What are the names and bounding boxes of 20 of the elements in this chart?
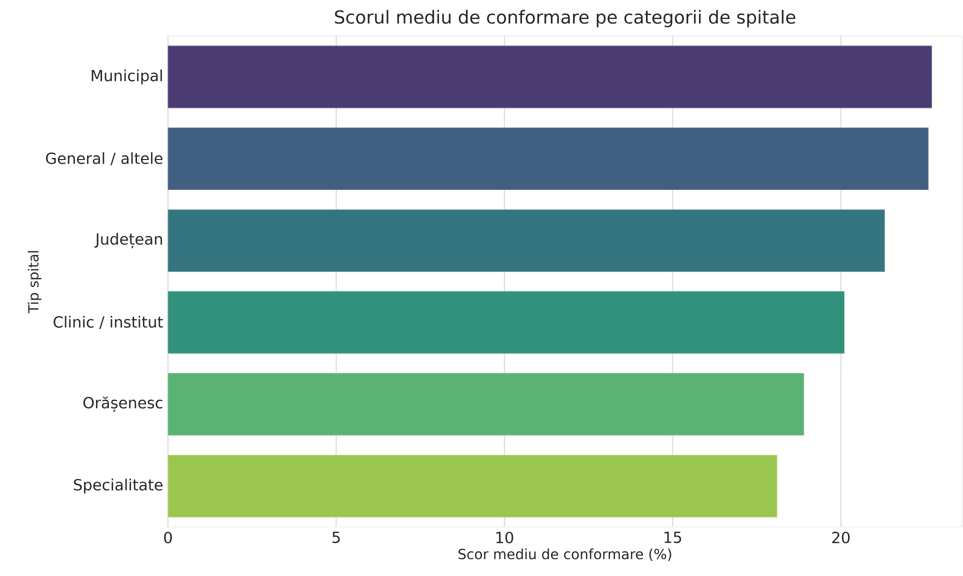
bar — [168, 46, 932, 108]
x-tick-label: 20 — [832, 532, 850, 544]
bar — [168, 291, 845, 354]
y-tick-label: Județean — [94, 232, 162, 248]
y-axis-title: Tip spital — [28, 251, 42, 314]
y-tick-label: General / altele — [46, 152, 162, 166]
x-tick-label: 10 — [496, 532, 514, 544]
chart-title: Scorul mediu de conformare pe categorii de spitale — [334, 10, 796, 28]
y-tick-label: Specialitate — [74, 478, 162, 494]
y-tick-label: Municipal — [92, 70, 162, 84]
bar — [168, 127, 929, 190]
x-axis-title: Scor mediu de conformare (%) — [458, 548, 672, 561]
x-tick-label: 5 — [332, 532, 340, 544]
bar — [168, 454, 778, 518]
y-tick-label: Orășenesc — [83, 396, 162, 412]
x-tick-label: 15 — [664, 532, 682, 544]
y-tick-label: Clinic / institut — [54, 316, 163, 329]
x-tick-label: 0 — [164, 532, 172, 544]
bar — [168, 372, 804, 436]
bar — [168, 209, 885, 272]
